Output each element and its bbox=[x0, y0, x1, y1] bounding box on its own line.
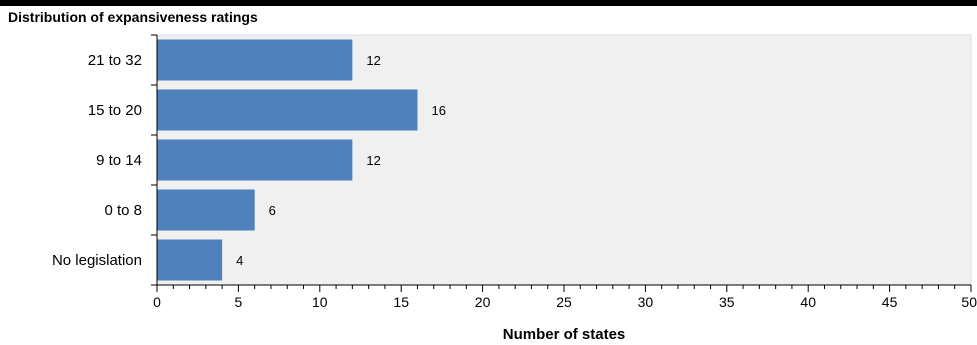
data-label-1: 16 bbox=[431, 103, 445, 118]
x-tick-label-45: 45 bbox=[882, 294, 898, 310]
category-label-2: 9 to 14 bbox=[96, 152, 142, 169]
data-label-4: 4 bbox=[236, 253, 243, 268]
bar-2 bbox=[157, 139, 353, 181]
category-label-1: 15 to 20 bbox=[88, 102, 142, 119]
x-tick-label-30: 30 bbox=[638, 294, 654, 310]
bar-3 bbox=[157, 189, 255, 231]
top-border bbox=[0, 0, 977, 6]
category-label-0: 21 to 32 bbox=[88, 52, 142, 69]
category-label-4: No legislation bbox=[52, 252, 142, 269]
x-tick-label-5: 5 bbox=[235, 294, 243, 310]
x-tick-label-10: 10 bbox=[312, 294, 328, 310]
data-label-2: 12 bbox=[366, 153, 380, 168]
category-label-3: 0 to 8 bbox=[104, 202, 142, 219]
data-label-0: 12 bbox=[366, 53, 380, 68]
x-tick-label-40: 40 bbox=[800, 294, 816, 310]
x-axis-title: Number of states bbox=[503, 326, 626, 343]
bar-1 bbox=[157, 89, 418, 131]
x-tick-label-35: 35 bbox=[719, 294, 735, 310]
data-label-3: 6 bbox=[269, 203, 276, 218]
bar-group: 12 16 12 6 4 bbox=[157, 39, 446, 281]
axes-group: 21 to 32 15 to 20 9 to 14 0 to 8 No legislat… bbox=[52, 34, 977, 310]
x-tick-label-50: 50 bbox=[961, 294, 977, 310]
x-tick-label-25: 25 bbox=[556, 294, 572, 310]
x-tick-label-20: 20 bbox=[475, 294, 491, 310]
bar-4 bbox=[157, 239, 223, 281]
chart-title: Distribution of expansiveness ratings bbox=[8, 9, 258, 25]
x-tick-label-0: 0 bbox=[153, 294, 161, 310]
bar-0 bbox=[157, 39, 353, 81]
x-tick-label-15: 15 bbox=[393, 294, 409, 310]
